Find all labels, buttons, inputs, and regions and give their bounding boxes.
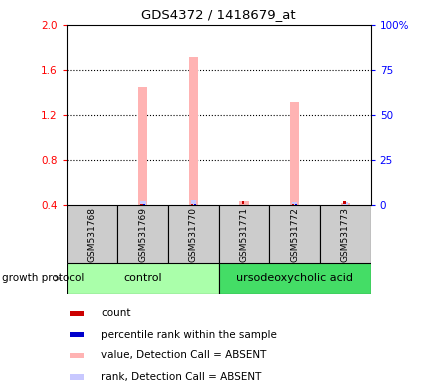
Bar — [190, 204, 193, 207]
Text: GSM531771: GSM531771 — [239, 207, 248, 262]
Bar — [289, 102, 298, 205]
Bar — [70, 332, 83, 338]
Bar — [70, 374, 83, 380]
Bar — [292, 204, 294, 207]
Text: GSM531773: GSM531773 — [340, 207, 349, 262]
Bar — [291, 202, 297, 205]
Text: percentile rank within the sample: percentile rank within the sample — [101, 330, 276, 340]
Text: value, Detection Call = ABSENT: value, Detection Call = ABSENT — [101, 351, 266, 361]
Bar — [138, 87, 147, 205]
Bar — [188, 56, 197, 205]
Bar — [319, 205, 370, 263]
Bar — [239, 202, 248, 205]
Bar — [241, 201, 244, 204]
Title: GDS4372 / 1418679_at: GDS4372 / 1418679_at — [141, 8, 295, 21]
Text: growth protocol: growth protocol — [2, 273, 84, 283]
Bar — [140, 204, 142, 207]
Bar — [70, 311, 83, 316]
Bar — [342, 201, 345, 204]
Text: GSM531772: GSM531772 — [289, 207, 298, 262]
Text: count: count — [101, 308, 131, 318]
Bar — [294, 204, 297, 207]
Bar — [340, 203, 349, 205]
Bar — [218, 263, 370, 294]
Bar — [67, 263, 218, 294]
Bar — [218, 205, 269, 263]
Bar — [67, 205, 117, 263]
Bar — [140, 201, 145, 205]
Bar — [143, 204, 145, 207]
Text: GSM531770: GSM531770 — [188, 207, 197, 262]
Text: control: control — [123, 273, 162, 283]
Bar — [269, 205, 319, 263]
Bar — [193, 204, 196, 207]
Bar — [342, 202, 347, 205]
Bar — [70, 353, 83, 358]
Text: GSM531768: GSM531768 — [87, 207, 96, 262]
Text: ursodeoxycholic acid: ursodeoxycholic acid — [236, 273, 352, 283]
Bar — [168, 205, 218, 263]
Bar — [117, 205, 168, 263]
Text: rank, Detection Call = ABSENT: rank, Detection Call = ABSENT — [101, 372, 261, 382]
Bar — [190, 200, 196, 205]
Text: GSM531769: GSM531769 — [138, 207, 147, 262]
